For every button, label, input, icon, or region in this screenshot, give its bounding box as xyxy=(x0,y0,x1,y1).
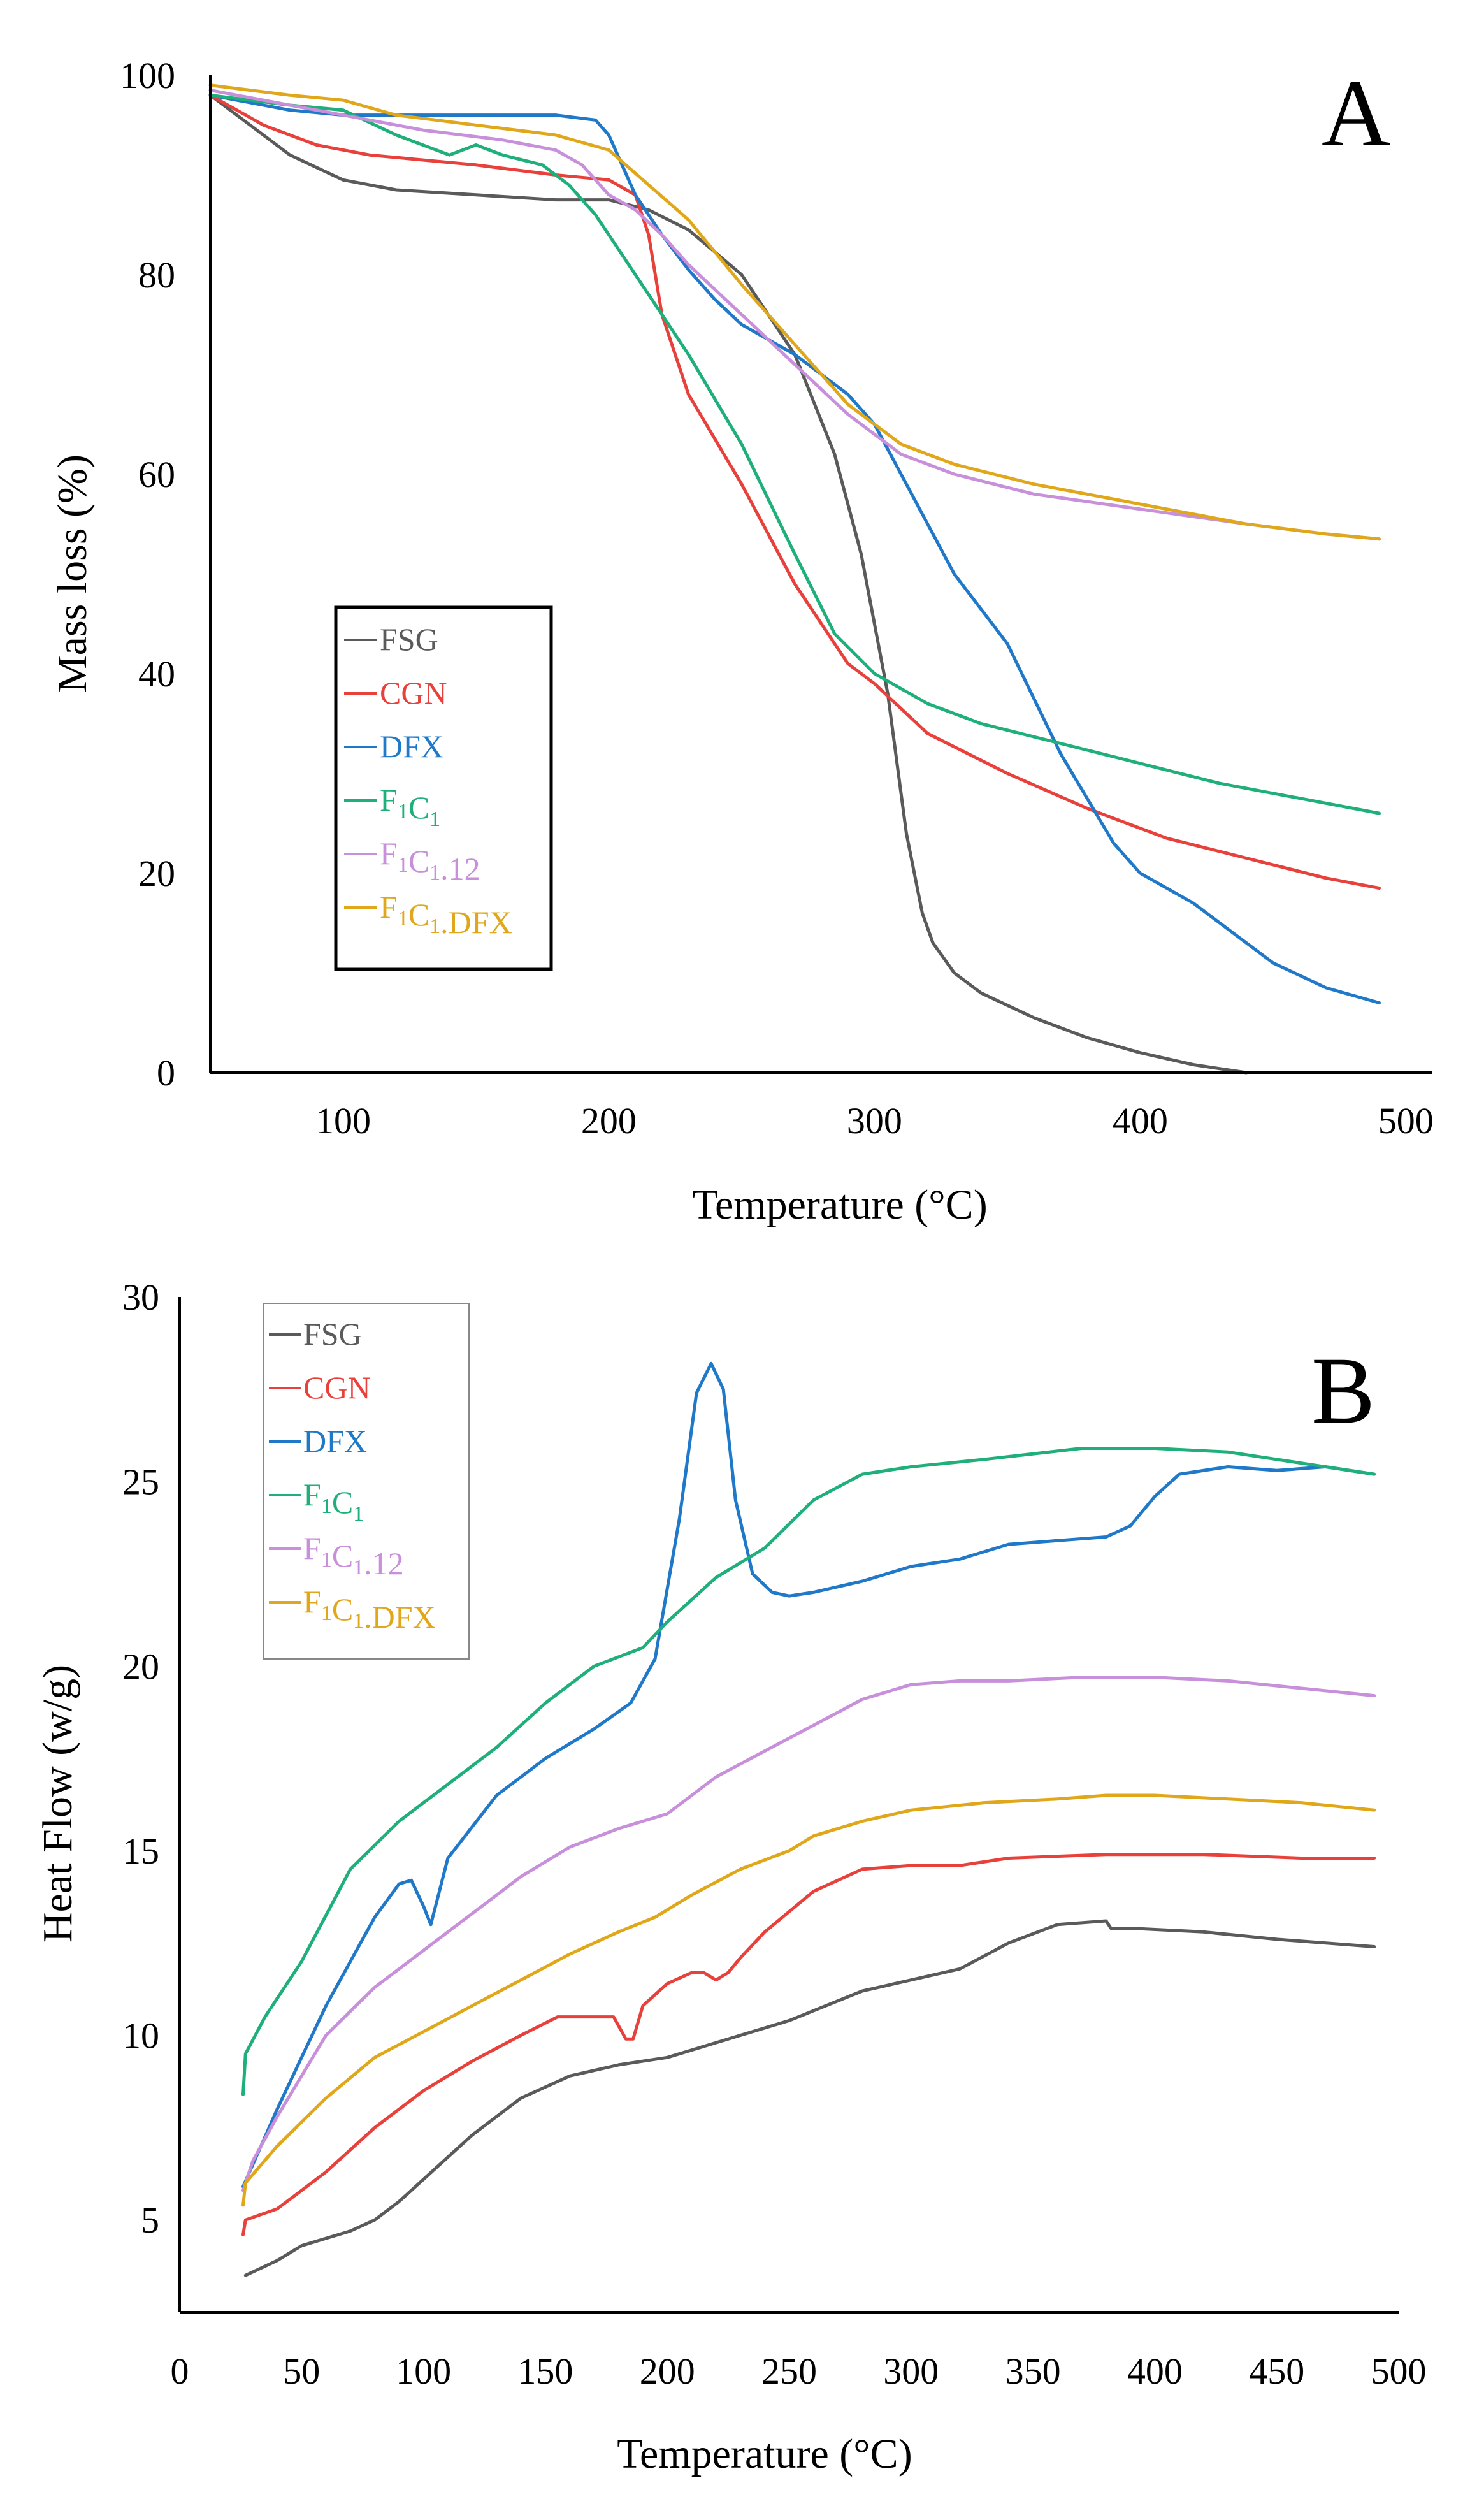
panel-a-y-ticks: 0 20 40 60 80 100 xyxy=(120,55,175,1094)
panel-b-legend-item-fsg: FSG xyxy=(269,1316,362,1352)
panel-a-y-tick-label: 80 xyxy=(138,254,175,296)
legend-label: FSG xyxy=(303,1316,362,1352)
panel-a-legend-item-f1c1-dfx: F1C1.DFX xyxy=(344,889,512,940)
panel-a-series-dfx xyxy=(208,93,1381,1004)
panel-b-y-tick-label: 25 xyxy=(122,1461,159,1503)
panel-b-legend-box xyxy=(263,1303,470,1660)
legend-label: F1C1 xyxy=(303,1477,364,1526)
panel-a-series-fsg xyxy=(208,93,1248,1075)
panel-b-x-ticks: 0 50 100 150 200 250 300 350 400 450 500 xyxy=(171,2350,1427,2392)
panel-a-legend-item-cgn: CGN xyxy=(344,675,447,711)
panel-a-letter: A xyxy=(1322,61,1390,166)
panel-b-series-fsg xyxy=(243,1919,1376,2277)
legend-label: F1C1.DFX xyxy=(380,889,512,940)
panel-b-x-tick-label: 350 xyxy=(1005,2350,1061,2392)
panel-a-lines xyxy=(208,83,1381,1075)
panel-a-legend-item-fsg: FSG xyxy=(344,621,438,657)
panel-b-x-tick-label: 300 xyxy=(883,2350,939,2392)
panel-b-x-tick-label: 100 xyxy=(396,2350,451,2392)
panel-b-y-label: Heat Flow (w/g) xyxy=(34,1665,81,1943)
panel-b-y-tick-label: 30 xyxy=(122,1277,159,1318)
panel-b-x-tick-label: 200 xyxy=(640,2350,695,2392)
legend-label: CGN xyxy=(303,1370,371,1405)
panel-a-y-tick-label: 20 xyxy=(138,853,175,894)
panel-b-x-tick-label: 450 xyxy=(1249,2350,1304,2392)
panel-b-x-tick-label: 500 xyxy=(1371,2350,1427,2392)
panel-a-series-f1c1 xyxy=(208,93,1381,815)
panel-a-series-cgn xyxy=(208,93,1381,890)
panel-a-x-tick-label: 100 xyxy=(315,1100,371,1141)
panel-a-y-tick-label: 40 xyxy=(138,653,175,695)
panel-b-x-tick-label: 50 xyxy=(283,2350,320,2392)
legend-label: F1C1 xyxy=(380,782,440,831)
panel-a-x-label: Temperature (°C) xyxy=(692,1182,987,1228)
legend-label: DFX xyxy=(303,1423,367,1459)
panel-b-legend-item-f1c1-12: F1C1.12 xyxy=(269,1530,404,1581)
panel-a-legend-item-dfx: DFX xyxy=(344,728,443,764)
panel-b-series-f1c1-dfx xyxy=(241,1793,1376,2207)
panel-a-legend-item-f1c1-12: F1C1.12 xyxy=(344,836,480,887)
panel-b-x-tick-label: 250 xyxy=(761,2350,817,2392)
panel-b-lines xyxy=(241,1361,1376,2277)
panel-b-series-f1c1 xyxy=(241,1447,1376,2096)
panel-b-legend-item-cgn: CGN xyxy=(269,1370,371,1405)
panel-b-y-tick-label: 10 xyxy=(122,2015,159,2057)
panel-b-x-tick-label: 150 xyxy=(517,2350,573,2392)
panel-a-legend-item-f1c1: F1C1 xyxy=(344,782,440,831)
panel-b-legend-item-dfx: DFX xyxy=(269,1423,367,1459)
legend-label: FSG xyxy=(380,621,438,657)
panel-b-x-tick-label: 400 xyxy=(1127,2350,1183,2392)
panel-a-x-tick-label: 500 xyxy=(1378,1100,1434,1141)
panel-a-x-tick-label: 400 xyxy=(1113,1100,1168,1141)
panel-a-y-tick-label: 60 xyxy=(138,454,175,495)
legend-label: CGN xyxy=(380,675,447,711)
panel-b-series-f1c1-12 xyxy=(241,1676,1376,2192)
panel-b-y-tick-label: 15 xyxy=(122,1830,159,1872)
panel-a-y-tick-label: 0 xyxy=(157,1052,175,1094)
panel-b-x-label: Temperature (°C) xyxy=(617,2431,912,2477)
panel-b-y-tick-label: 20 xyxy=(122,1646,159,1687)
panel-b-letter: B xyxy=(1311,1338,1375,1444)
panel-a-legend-box xyxy=(334,605,553,971)
panel-b-legend-item-f1c1: F1C1 xyxy=(269,1477,364,1526)
panel-b-y-ticks: 5 10 15 20 25 30 xyxy=(122,1277,159,2241)
panel-b-legend-item-f1c1-dfx: F1C1.DFX xyxy=(269,1584,436,1635)
panel-a-y-tick-label: 100 xyxy=(120,55,175,96)
panel-b-y-tick-label: 5 xyxy=(141,2199,159,2241)
panel-a-series-f1c1-12 xyxy=(208,89,1381,541)
panel-a-x-tick-label: 300 xyxy=(847,1100,902,1141)
legend-label: F1C1.12 xyxy=(380,836,480,887)
panel-b: 5 10 15 20 25 30 0 50 100 150 200 250 300 350 400 450 5… xyxy=(34,1277,1427,2477)
panel-b-series-cgn xyxy=(241,1853,1376,2236)
panel-a-x-tick-label: 200 xyxy=(581,1100,637,1141)
panel-a-y-label: Mass loss (%) xyxy=(49,454,96,693)
panel-b-x-tick-label: 0 xyxy=(171,2350,189,2392)
legend-label: DFX xyxy=(380,728,443,764)
panel-a-series-f1c1-dfx xyxy=(208,83,1381,541)
legend-label: F1C1.12 xyxy=(303,1530,404,1581)
legend-label: F1C1.DFX xyxy=(303,1584,436,1635)
panel-a-x-ticks: 100 200 300 400 500 xyxy=(315,1100,1434,1141)
panel-a: 0 20 40 60 80 100 100 200 300 400 500 Mass loss (… xyxy=(49,55,1434,1228)
panel-b-series-dfx xyxy=(241,1361,1376,2189)
